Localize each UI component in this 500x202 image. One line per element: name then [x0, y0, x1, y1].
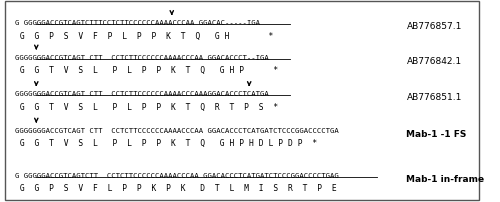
- Text: AB776842.1: AB776842.1: [406, 57, 462, 65]
- Text: GGGGGGGACCGTCAGT CTT  CCTCTTCCCCCCAAAACCCAA GGACACCCTCATGATCTCCCGGACCCCTGA: GGGGGGGACCGTCAGT CTT CCTCTTCCCCCCAAAACCC…: [14, 127, 338, 133]
- Text: G GGGGGACCGTCAGTCTT  CCTCTTCCCCCCAAAACCCAA GGACACCCTCATGATCTCCCGGACCCCTGAG: G GGGGGACCGTCAGTCTT CCTCTTCCCCCCAAAACCCA…: [14, 172, 338, 178]
- Text: AB776857.1: AB776857.1: [406, 22, 462, 31]
- Text: G  G  T  V  S  L   P  L  P  P  K  T  Q   G H P H D L P D P  *: G G T V S L P L P P K T Q G H P H D L P …: [14, 138, 317, 147]
- Text: Mab-1 -1 FS: Mab-1 -1 FS: [406, 129, 467, 138]
- Text: G GGGGGACCGTCAGTCTTTCCTCTTCCCCCCAAAACCCAA GGACAC-----IGA: G GGGGGACCGTCAGTCTTTCCTCTTCCCCCCAAAACCCA…: [14, 20, 260, 26]
- Text: G  G  T  V  S  L   P  L  P  P  K  T  Q  R  T  P  S  *: G G T V S L P L P P K T Q R T P S *: [14, 102, 278, 111]
- Text: G  G  P  S  V  F  P  L  P  P  K  T  Q   G H        *: G G P S V F P L P P K T Q G H *: [14, 31, 273, 40]
- Text: GGGGGGGACCGTCAGT CTT  CCTCTTCCCCCCAAAACCCAA GGACACCCT--IGA: GGGGGGGACCGTCAGT CTT CCTCTTCCCCCCAAAACCC…: [14, 55, 268, 61]
- FancyBboxPatch shape: [5, 2, 479, 200]
- Text: G  G  P  S  V  F  L  P  P  K  P  K   D  T  L  M  I  S  R  T  P  E: G G P S V F L P P K P K D T L M I S R T …: [14, 183, 336, 192]
- Text: GGGGGGGACCGTCAGT CTT  CCTCTTCCCCCCAAAACCCAAAGGACACCCTCATGA: GGGGGGGACCGTCAGT CTT CCTCTTCCCCCCAAAACCC…: [14, 91, 268, 97]
- Text: G  G  T  V  S  L   P  L  P  P  K  T  Q   G H P      *: G G T V S L P L P P K T Q G H P *: [14, 66, 278, 75]
- Text: AB776851.1: AB776851.1: [406, 93, 462, 102]
- Text: Mab-1 in-frame: Mab-1 in-frame: [406, 174, 484, 183]
